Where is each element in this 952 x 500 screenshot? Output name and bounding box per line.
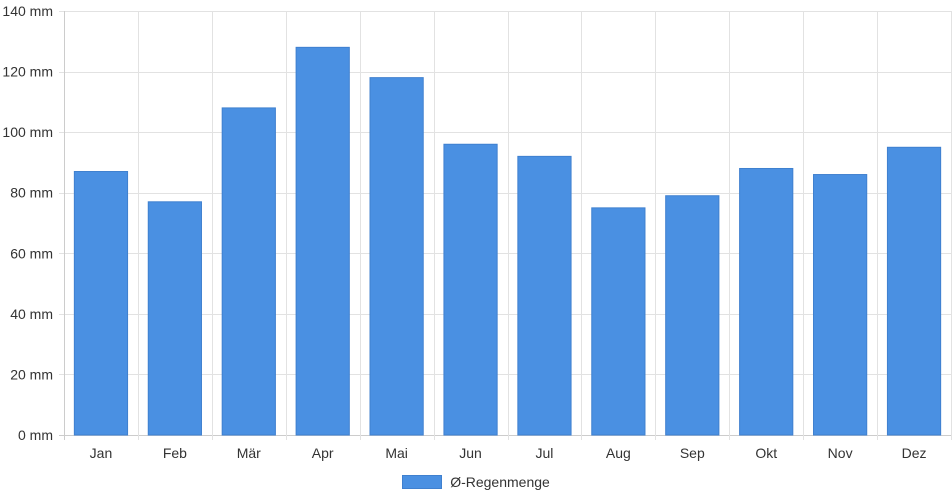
- x-tick-label: Dez: [902, 445, 927, 461]
- bar-jul[interactable]: [517, 155, 572, 436]
- grid-lines: [59, 11, 952, 440]
- x-tick-label: Jul: [536, 445, 554, 461]
- y-tick-label: 80 mm: [10, 185, 53, 201]
- bar-mai[interactable]: [369, 77, 424, 436]
- bar-nov[interactable]: [813, 174, 868, 436]
- x-tick-label: Apr: [312, 445, 334, 461]
- y-tick-label: 120 mm: [2, 64, 53, 80]
- bar-mär[interactable]: [221, 107, 276, 436]
- bar-jan[interactable]: [73, 171, 129, 436]
- bar-feb[interactable]: [147, 201, 202, 436]
- x-tick-label: Okt: [755, 445, 777, 461]
- legend-swatch[interactable]: [402, 475, 443, 489]
- bar-sep[interactable]: [665, 195, 720, 436]
- y-tick-label: 40 mm: [10, 306, 53, 322]
- bar-jun[interactable]: [443, 143, 498, 436]
- x-tick-label: Mai: [385, 445, 408, 461]
- y-tick-label: 0 mm: [18, 427, 53, 443]
- bar-apr[interactable]: [295, 46, 350, 436]
- y-tick-label: 100 mm: [2, 124, 53, 140]
- bars-group: [73, 46, 942, 436]
- x-tick-label: Feb: [163, 445, 187, 461]
- x-tick-label: Nov: [828, 445, 853, 461]
- x-tick-label: Jan: [90, 445, 113, 461]
- legend[interactable]: Ø-Regenmenge: [0, 472, 952, 492]
- x-tick-label: Aug: [606, 445, 631, 461]
- y-tick-label: 20 mm: [10, 366, 53, 382]
- legend-label[interactable]: Ø-Regenmenge: [450, 474, 550, 490]
- x-tick-label: Jun: [459, 445, 482, 461]
- bar-okt[interactable]: [739, 167, 794, 436]
- x-axis-tick-labels: Jan Feb Mär Apr Mai Jun Jul Aug Sep Okt Nov Dez: [90, 445, 927, 461]
- y-tick-label: 140 mm: [2, 3, 53, 19]
- x-tick-label: Sep: [680, 445, 705, 461]
- y-tick-label: 60 mm: [10, 245, 53, 261]
- y-axis-tick-labels: 0 mm 20 mm 40 mm 60 mm 80 mm 100 mm 120 mm 140 …: [2, 3, 53, 443]
- x-tick-label: Mär: [237, 445, 261, 461]
- bar-dez[interactable]: [886, 146, 942, 436]
- bar-aug[interactable]: [591, 207, 646, 436]
